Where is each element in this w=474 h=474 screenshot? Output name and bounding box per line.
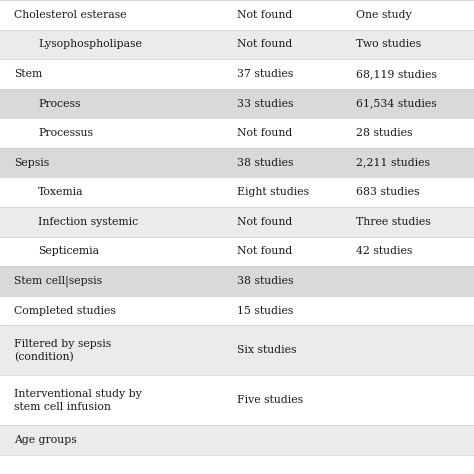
Text: Two studies: Two studies — [356, 39, 420, 49]
Text: Septicemia: Septicemia — [38, 246, 99, 256]
Text: Process: Process — [38, 99, 81, 109]
Text: Five studies: Five studies — [237, 395, 303, 405]
Text: Not found: Not found — [237, 246, 292, 256]
Bar — [0, 266, 474, 296]
Text: 68,119 studies: 68,119 studies — [356, 69, 437, 79]
Bar — [0, 296, 474, 325]
Text: 15 studies: 15 studies — [237, 306, 293, 316]
Text: Not found: Not found — [237, 128, 292, 138]
Text: 61,534 studies: 61,534 studies — [356, 99, 436, 109]
Bar — [0, 375, 474, 426]
Text: Six studies: Six studies — [237, 346, 297, 356]
Text: Completed studies: Completed studies — [14, 306, 116, 316]
Text: Not found: Not found — [237, 39, 292, 49]
Text: Filtered by sepsis
(condition): Filtered by sepsis (condition) — [14, 338, 111, 362]
Text: Toxemia: Toxemia — [38, 187, 83, 197]
Text: Interventional study by
stem cell infusion: Interventional study by stem cell infusi… — [14, 389, 142, 412]
Bar — [0, 148, 474, 177]
Bar — [0, 89, 474, 118]
Text: Eight studies: Eight studies — [237, 187, 309, 197]
Bar — [0, 0, 474, 29]
Bar — [0, 325, 474, 375]
Text: Age groups: Age groups — [14, 435, 77, 445]
Text: 37 studies: 37 studies — [237, 69, 293, 79]
Text: Stem: Stem — [14, 69, 43, 79]
Text: 38 studies: 38 studies — [237, 158, 293, 168]
Text: Infection systemic: Infection systemic — [38, 217, 138, 227]
Bar — [0, 29, 474, 59]
Text: Not found: Not found — [237, 10, 292, 20]
Bar — [0, 237, 474, 266]
Bar — [0, 59, 474, 89]
Text: One study: One study — [356, 10, 411, 20]
Text: 42 studies: 42 studies — [356, 246, 412, 256]
Text: 683 studies: 683 studies — [356, 187, 419, 197]
Bar — [0, 118, 474, 148]
Text: Sepsis: Sepsis — [14, 158, 49, 168]
Text: 2,211 studies: 2,211 studies — [356, 158, 429, 168]
Text: Stem cell|sepsis: Stem cell|sepsis — [14, 275, 102, 287]
Text: 33 studies: 33 studies — [237, 99, 293, 109]
Text: 28 studies: 28 studies — [356, 128, 412, 138]
Text: Cholesterol esterase: Cholesterol esterase — [14, 10, 127, 20]
Text: Not found: Not found — [237, 217, 292, 227]
Bar — [0, 207, 474, 237]
Text: Lysophospholipase: Lysophospholipase — [38, 39, 142, 49]
Bar — [0, 177, 474, 207]
Text: 38 studies: 38 studies — [237, 276, 293, 286]
Text: Three studies: Three studies — [356, 217, 430, 227]
Bar — [0, 426, 474, 455]
Text: Processus: Processus — [38, 128, 93, 138]
